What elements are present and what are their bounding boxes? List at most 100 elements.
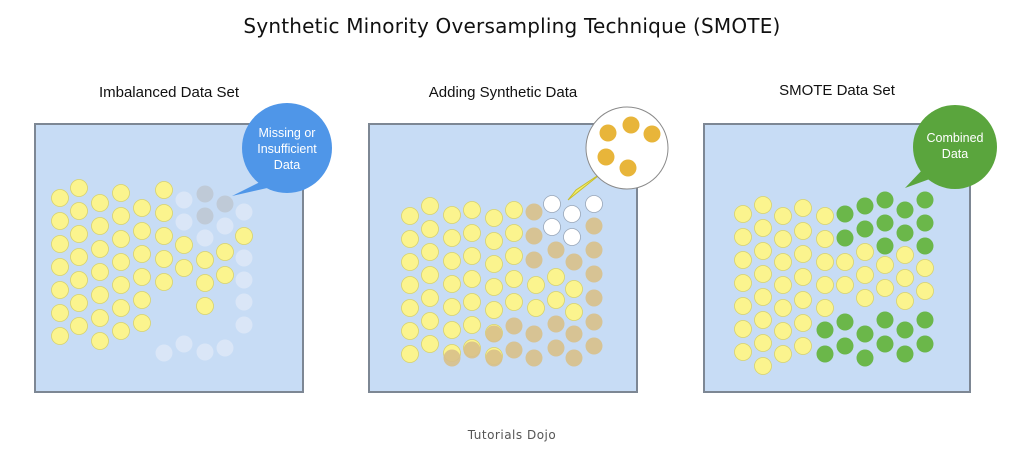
missing-dot [235, 249, 253, 267]
combined-dot [916, 311, 934, 329]
majority-dot [70, 248, 88, 266]
majority-dot [505, 270, 523, 288]
majority-dot [112, 253, 130, 271]
majority-dot [421, 289, 439, 307]
majority-dot [547, 291, 565, 309]
majority-dot [565, 303, 583, 321]
new-sample-dot [585, 195, 603, 213]
combined-dot [856, 197, 874, 215]
majority-dot [774, 230, 792, 248]
majority-dot [51, 304, 69, 322]
callout-line: Insufficient [257, 142, 317, 156]
majority-dot [112, 299, 130, 317]
majority-dot [401, 322, 419, 340]
majority-dot [734, 320, 752, 338]
majority-dot [734, 297, 752, 315]
majority-dot [133, 222, 151, 240]
synthetic-dot [585, 265, 603, 283]
majority-dot [133, 314, 151, 332]
majority-dot [816, 253, 834, 271]
synthetic-dot [485, 349, 503, 367]
majority-dot [70, 294, 88, 312]
combined-dot [896, 345, 914, 363]
majority-dot [794, 199, 812, 217]
combined-dot [816, 321, 834, 339]
synthetic-sample-dot [622, 116, 640, 134]
missing-dot [235, 293, 253, 311]
majority-dot [51, 281, 69, 299]
majority-dot [401, 276, 419, 294]
majority-dot [133, 291, 151, 309]
combined-dot [836, 229, 854, 247]
majority-dot [754, 334, 772, 352]
synthetic-dot [565, 349, 583, 367]
majority-dot [155, 204, 173, 222]
majority-dot [70, 179, 88, 197]
majority-dot [421, 312, 439, 330]
panel-label-adding-synthetic: Adding Synthetic Data [428, 84, 578, 101]
footer-credit: Tutorials Dojo [467, 428, 557, 442]
majority-dot [754, 311, 772, 329]
synthetic-dot [463, 341, 481, 359]
missing-dot [196, 185, 214, 203]
majority-dot [754, 288, 772, 306]
majority-dot [816, 230, 834, 248]
majority-dot [70, 271, 88, 289]
synthetic-dot [585, 241, 603, 259]
majority-dot [91, 194, 109, 212]
combined-dot [856, 349, 874, 367]
majority-dot [51, 189, 69, 207]
majority-dot [856, 266, 874, 284]
majority-dot [155, 227, 173, 245]
synthetic-dot [525, 227, 543, 245]
majority-dot [51, 327, 69, 345]
majority-dot [527, 299, 545, 317]
majority-dot [112, 230, 130, 248]
majority-dot [196, 251, 214, 269]
combined-dot [916, 191, 934, 209]
majority-dot [70, 202, 88, 220]
majority-dot [112, 207, 130, 225]
majority-dot [485, 209, 503, 227]
combined-dot [896, 224, 914, 242]
majority-dot [51, 212, 69, 230]
missing-dot [235, 203, 253, 221]
missing-dot [216, 339, 234, 357]
combined-dot [916, 335, 934, 353]
majority-dot [401, 207, 419, 225]
majority-dot [421, 243, 439, 261]
synthetic-dot [585, 289, 603, 307]
synthetic-sample-dot [619, 159, 637, 177]
majority-dot [816, 299, 834, 317]
majority-dot [754, 219, 772, 237]
majority-dot [196, 297, 214, 315]
combined-dot [876, 237, 894, 255]
majority-dot [816, 207, 834, 225]
majority-dot [896, 246, 914, 264]
callout-line: Combined [927, 131, 984, 145]
callout-missing-data: Missing or Insufficient Data [232, 103, 332, 196]
missing-dot [196, 229, 214, 247]
synthetic-dot [525, 325, 543, 343]
synthetic-dot [585, 217, 603, 235]
new-sample-dot [563, 205, 581, 223]
majority-dot [216, 266, 234, 284]
combined-dot [876, 191, 894, 209]
callout-line: Missing or [259, 126, 316, 140]
combined-dot [916, 237, 934, 255]
majority-dot [836, 253, 854, 271]
synthetic-dot [505, 317, 523, 335]
combined-dot [896, 321, 914, 339]
majority-dot [463, 293, 481, 311]
synthetic-dot [525, 203, 543, 221]
missing-dot [196, 343, 214, 361]
majority-dot [401, 345, 419, 363]
callout-line: Data [274, 158, 300, 172]
majority-dot [463, 247, 481, 265]
combined-dot [876, 311, 894, 329]
majority-dot [463, 316, 481, 334]
majority-dot [505, 293, 523, 311]
majority-dot [485, 278, 503, 296]
synthetic-dot [547, 241, 565, 259]
